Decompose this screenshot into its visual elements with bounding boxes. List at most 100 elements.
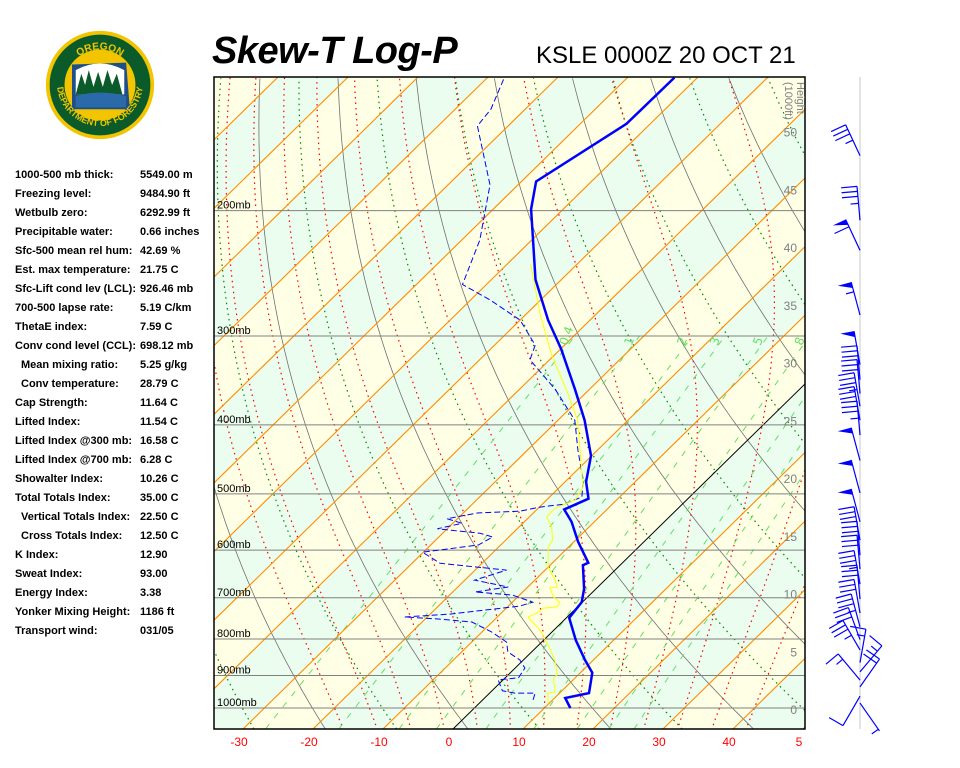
wind-barb-staff xyxy=(850,488,861,522)
wind-barb-feather xyxy=(841,355,858,358)
wind-barb-feather xyxy=(841,405,858,409)
stat-row: Yonker Mixing Height: 1186 ft xyxy=(15,605,215,624)
wind-barb-feather xyxy=(830,124,846,133)
wind-barb xyxy=(859,702,880,735)
stat-label: Conv cond level (CCL): xyxy=(15,340,137,352)
temperature-line xyxy=(529,77,676,709)
wind-barb-feather xyxy=(839,554,856,559)
wind-barb xyxy=(859,649,880,688)
stat-row: Cap Strength: 11.64 C xyxy=(15,396,215,415)
wind-barb xyxy=(832,219,861,251)
dry-adiabat-secondary xyxy=(611,78,805,445)
x-tick-label: 5 xyxy=(796,735,803,749)
wind-barb-staff xyxy=(853,331,861,365)
mixing-ratio-line xyxy=(576,396,805,729)
wind-barb-feather xyxy=(841,530,858,534)
wind-barb-feather xyxy=(838,506,855,511)
wind-barb-feather xyxy=(833,628,849,638)
stat-row: Conv cond level (CCL): 698.12 mb xyxy=(15,339,215,358)
stat-label: Transport wind: xyxy=(15,625,98,637)
wind-barb-flag xyxy=(837,427,853,434)
stat-value: 35.00 C xyxy=(140,492,179,504)
dry-adiabat xyxy=(885,78,960,729)
wind-barb xyxy=(841,520,861,556)
stat-value: 21.75 C xyxy=(140,264,179,276)
x-tick-label: 20 xyxy=(582,735,596,749)
stat-value: 6.28 C xyxy=(140,454,173,466)
stat-row: 700-500 lapse rate: 5.19 C/km xyxy=(15,301,215,320)
wind-barb xyxy=(835,593,861,627)
dry-adiabat-secondary xyxy=(846,78,960,729)
temperature-band xyxy=(453,383,805,729)
wind-barb-feather xyxy=(841,359,858,362)
wind-barb xyxy=(838,386,861,421)
temperature-band xyxy=(523,452,805,729)
wind-barb xyxy=(828,619,861,651)
dry-adiabat-secondary xyxy=(216,78,398,729)
stat-label: Showalter Index: xyxy=(15,473,104,485)
stat-label: Precipitable water: xyxy=(15,226,113,238)
stat-row: 1000-500 mb thick: 5549.00 m xyxy=(15,168,215,187)
stat-row: Sweat Index: 93.00 xyxy=(15,567,215,586)
stat-label: Cap Strength: xyxy=(15,397,88,409)
wind-barb-feather xyxy=(839,588,856,593)
stat-label: Freezing level: xyxy=(15,188,92,200)
wind-barb-feather xyxy=(841,410,858,414)
stat-row: Sfc-500 mean rel hum: 42.69 % xyxy=(15,244,215,263)
stat-value: 93.00 xyxy=(140,568,168,580)
stat-row: Freezing level: 9484.90 ft xyxy=(15,187,215,206)
wind-barb-feather xyxy=(839,559,856,564)
oregon-department-of-forestry-logo: OREGON DEPARTMENT OF FORESTRY xyxy=(45,30,155,140)
wind-barb-half-feather xyxy=(844,634,852,640)
stat-row: Sfc-Lift cond lev (LCL): 926.46 mb xyxy=(15,282,215,301)
stat-label: Vertical Totals Index: xyxy=(21,511,131,523)
wind-barb-half-feather xyxy=(849,566,858,570)
isobar-label: 900mb xyxy=(217,664,251,676)
stat-row: Showalter Index: 10.26 C xyxy=(15,472,215,491)
isotherm xyxy=(802,726,805,729)
wind-barb xyxy=(825,653,861,681)
wind-barb-feather xyxy=(839,583,856,588)
stat-row: Conv temperature: 28.79 C xyxy=(15,377,215,396)
dry-adiabat xyxy=(728,78,805,233)
stat-label: Lifted Index @300 mb: xyxy=(15,435,133,447)
wind-barb xyxy=(841,185,861,221)
stat-label: 700-500 lapse rate: xyxy=(15,302,114,314)
x-tick-label: -20 xyxy=(300,735,318,749)
mixing-ratio-line xyxy=(485,335,769,729)
wind-barb-staff xyxy=(845,124,861,156)
moist-adiabat xyxy=(398,77,546,729)
stat-label: Wetbulb zero: xyxy=(15,207,88,219)
height-tick-label: 45 xyxy=(784,183,798,197)
mixing-ratio-line xyxy=(265,335,576,729)
temperature-band xyxy=(733,658,805,729)
dry-adiabat-secondary xyxy=(924,78,960,729)
mixing-ratio-line xyxy=(633,471,805,729)
wind-barb-half-feather xyxy=(856,634,865,637)
wind-barb-staff xyxy=(856,521,861,556)
wind-barb xyxy=(833,607,861,640)
wind-barb-half-feather xyxy=(870,645,878,652)
stat-row: K Index: 12.90 xyxy=(15,548,215,567)
wind-barb xyxy=(840,331,861,365)
wind-barb-feather xyxy=(841,520,858,524)
mixing-ratio-label: 0.4 xyxy=(557,324,577,347)
height-axis-subtitle: (1000ft) xyxy=(782,82,794,120)
station-time-label: KSLE 0000Z 20 OCT 21 xyxy=(536,42,796,69)
wind-barb xyxy=(841,400,861,436)
wind-barb xyxy=(830,124,861,156)
isotherm xyxy=(873,77,960,729)
wind-barb-feather xyxy=(841,564,858,568)
wind-barb xyxy=(859,635,883,673)
wind-barb-feather xyxy=(838,603,854,609)
wind-barb-staff xyxy=(856,359,861,394)
wind-barb-flag xyxy=(832,219,849,226)
moist-adiabat xyxy=(711,467,805,729)
stat-label: Energy Index: xyxy=(15,587,88,599)
wind-barb-feather xyxy=(841,185,858,189)
stat-value: 42.69 % xyxy=(140,245,181,257)
wind-barb-feather xyxy=(841,369,858,372)
stat-value: 6292.99 ft xyxy=(140,207,191,219)
stat-label: Lifted Index @700 mb: xyxy=(15,454,133,466)
wind-barb-half-feather xyxy=(849,388,858,392)
